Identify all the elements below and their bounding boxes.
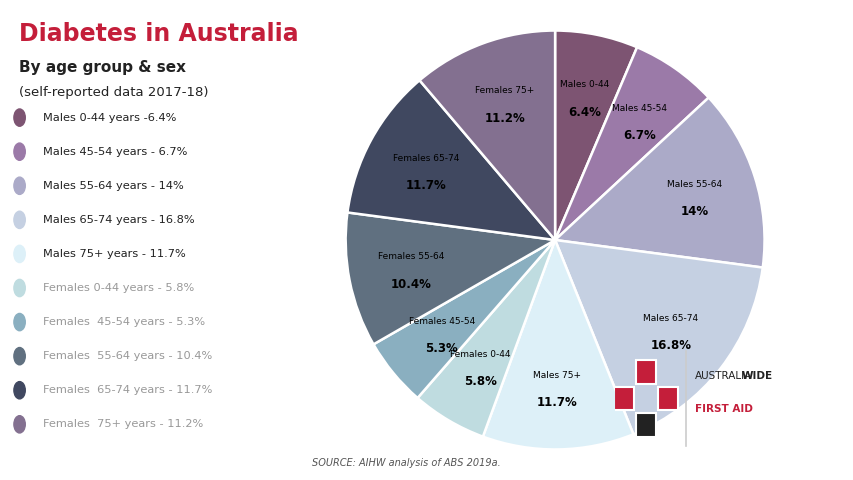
Wedge shape — [482, 240, 633, 449]
Text: Males 65-74 years - 16.8%: Males 65-74 years - 16.8% — [43, 215, 194, 225]
Circle shape — [14, 382, 26, 399]
Circle shape — [14, 313, 26, 331]
FancyBboxPatch shape — [613, 386, 633, 410]
Text: Females  65-74 years - 11.7%: Females 65-74 years - 11.7% — [43, 385, 212, 395]
Text: SOURCE: AIHW analysis of ABS 2019a.: SOURCE: AIHW analysis of ABS 2019a. — [311, 457, 500, 468]
Circle shape — [14, 211, 26, 228]
Text: Females 0-44: Females 0-44 — [450, 350, 510, 359]
Text: 11.7%: 11.7% — [405, 179, 446, 192]
Circle shape — [14, 177, 26, 194]
Text: Males 55-64 years - 14%: Males 55-64 years - 14% — [43, 181, 183, 191]
Wedge shape — [417, 240, 554, 437]
Text: 11.7%: 11.7% — [537, 396, 577, 409]
Text: 10.4%: 10.4% — [391, 277, 431, 290]
Text: 5.3%: 5.3% — [425, 342, 458, 355]
Wedge shape — [554, 97, 763, 267]
Circle shape — [14, 416, 26, 433]
Wedge shape — [347, 80, 554, 240]
Circle shape — [14, 109, 26, 126]
Text: Males 0-44 years -6.4%: Males 0-44 years -6.4% — [43, 113, 176, 122]
Circle shape — [14, 348, 26, 365]
Text: WIDE: WIDE — [741, 371, 772, 381]
Text: Males 45-54 years - 6.7%: Males 45-54 years - 6.7% — [43, 147, 187, 156]
Text: 16.8%: 16.8% — [650, 339, 691, 352]
Text: Females  55-64 years - 10.4%: Females 55-64 years - 10.4% — [43, 351, 212, 361]
Text: Females 0-44 years - 5.8%: Females 0-44 years - 5.8% — [43, 283, 194, 293]
Text: Females 65-74: Females 65-74 — [392, 154, 459, 163]
Text: Females  75+ years - 11.2%: Females 75+ years - 11.2% — [43, 420, 203, 429]
Text: By age group & sex: By age group & sex — [19, 60, 186, 75]
Text: Males 45-54: Males 45-54 — [612, 104, 666, 113]
Text: 6.4%: 6.4% — [567, 106, 601, 119]
Wedge shape — [554, 47, 708, 240]
Text: Diabetes in Australia: Diabetes in Australia — [19, 22, 299, 46]
Wedge shape — [419, 31, 554, 240]
Text: FIRST AID: FIRST AID — [694, 404, 751, 414]
Text: Females 45-54: Females 45-54 — [409, 317, 474, 326]
Text: Females 55-64: Females 55-64 — [378, 252, 444, 261]
Circle shape — [14, 143, 26, 160]
Wedge shape — [554, 31, 636, 240]
Wedge shape — [554, 240, 762, 434]
FancyBboxPatch shape — [635, 360, 655, 384]
Text: Males 75+ years - 11.7%: Males 75+ years - 11.7% — [43, 249, 185, 259]
Circle shape — [14, 279, 26, 297]
Wedge shape — [345, 213, 554, 344]
Text: Males 0-44: Males 0-44 — [559, 80, 608, 89]
Text: AUSTRALIA: AUSTRALIA — [694, 371, 751, 381]
Text: Females 75+: Females 75+ — [474, 86, 534, 96]
Circle shape — [14, 245, 26, 263]
Text: 6.7%: 6.7% — [623, 129, 655, 142]
Text: Females  45-54 years - 5.3%: Females 45-54 years - 5.3% — [43, 317, 205, 327]
Wedge shape — [373, 240, 554, 398]
Text: 14%: 14% — [680, 205, 708, 218]
Text: 5.8%: 5.8% — [463, 375, 496, 388]
Text: Males 75+: Males 75+ — [533, 371, 581, 380]
Text: Males 65-74: Males 65-74 — [642, 314, 698, 323]
Text: 11.2%: 11.2% — [484, 111, 525, 125]
FancyBboxPatch shape — [635, 413, 655, 437]
FancyBboxPatch shape — [658, 386, 677, 410]
Text: (self-reported data 2017-18): (self-reported data 2017-18) — [19, 86, 208, 99]
Text: Males 55-64: Males 55-64 — [666, 180, 722, 189]
